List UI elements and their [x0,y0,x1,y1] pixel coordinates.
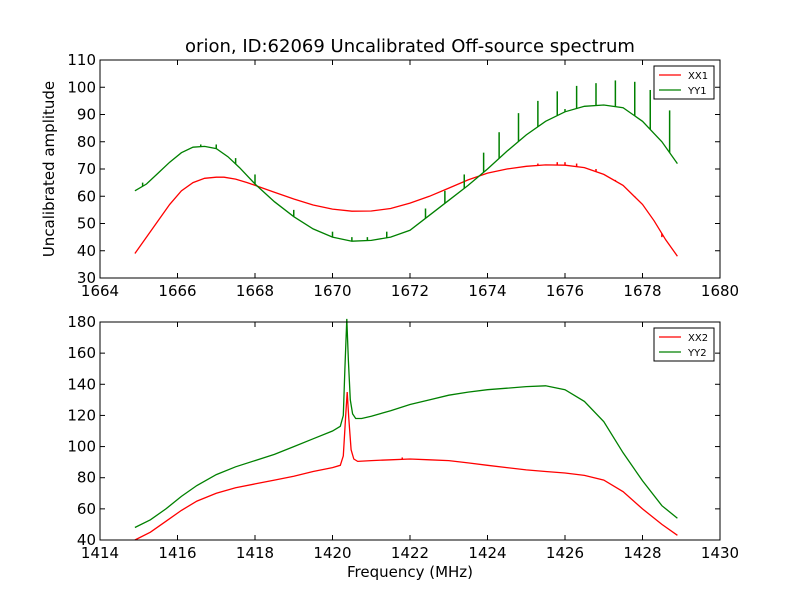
x-tick-label: 1414 [81,544,119,562]
y-tick-label: 160 [67,344,96,362]
y-tick-label: 100 [67,438,96,456]
x-tick-label: 1420 [313,544,351,562]
bottom-series-lines [134,318,678,541]
y-tick-label: 30 [77,269,96,287]
x-tick-label: 1680 [701,282,739,300]
x-tick-label: 1428 [623,544,661,562]
top-axis-ticks: 1664 1666 1668 1670 1672 1674 1676 1678 1680 30 40… [67,51,739,300]
x-tick-label: 1416 [158,544,196,562]
y-tick-label: 60 [77,187,96,205]
y-tick-label: 80 [77,469,96,487]
y-tick-label: 180 [67,313,96,331]
x-tick-label: 1424 [468,544,506,562]
x-tick-label: 1678 [623,282,661,300]
top-series-lines [134,80,678,257]
y-tick-label: 40 [77,531,96,549]
legend-label-yy1: YY1 [687,86,707,97]
x-tick-label: 1430 [701,544,739,562]
bottom-axis-ticks: 1414 1416 1418 1420 1422 1424 1426 1428 1430 40 60… [67,313,739,562]
x-tick-label: 1664 [81,282,119,300]
series-line-yy2 [134,318,678,529]
legend-label-xx1: XX1 [688,71,708,82]
y-tick-label: 40 [77,242,96,260]
y-tick-label: 110 [67,51,96,69]
x-tick-label: 1666 [158,282,196,300]
legend-box [653,327,715,362]
bottom-spectrum-panel: 1414 1416 1418 1420 1422 1424 1426 1428 1430 40 60… [67,313,739,581]
top-y-axis-label: Uncalibrated amplitude [40,81,58,257]
legend-label-xx2: XX2 [688,333,708,344]
legend-label-yy2: YY2 [687,348,707,359]
top-spectrum-panel: 1664 1666 1668 1670 1672 1674 1676 1678 1680 30 40… [40,51,739,300]
x-tick-label: 1672 [391,282,429,300]
x-tick-label: 1670 [313,282,351,300]
legend-box [653,65,715,100]
x-tick-label: 1426 [546,544,584,562]
y-tick-label: 60 [77,500,96,518]
y-tick-label: 70 [77,160,96,178]
series-line-yy1 [134,104,678,242]
x-tick-label: 1418 [236,544,274,562]
y-tick-label: 140 [67,375,96,393]
figure-title: orion, ID:62069 Uncalibrated Off-source … [185,36,635,57]
x-tick-label: 1422 [391,544,429,562]
y-tick-label: 50 [77,215,96,233]
series-line-xx2 [134,392,678,541]
series-line-xx1 [134,164,678,257]
x-tick-label: 1674 [468,282,506,300]
x-tick-label: 1676 [546,282,584,300]
x-tick-label: 1668 [236,282,274,300]
y-tick-label: 80 [77,133,96,151]
y-tick-label: 120 [67,406,96,424]
y-tick-label: 90 [77,106,96,124]
y-tick-label: 100 [67,78,96,96]
bottom-x-axis-label: Frequency (MHz) [347,563,473,581]
